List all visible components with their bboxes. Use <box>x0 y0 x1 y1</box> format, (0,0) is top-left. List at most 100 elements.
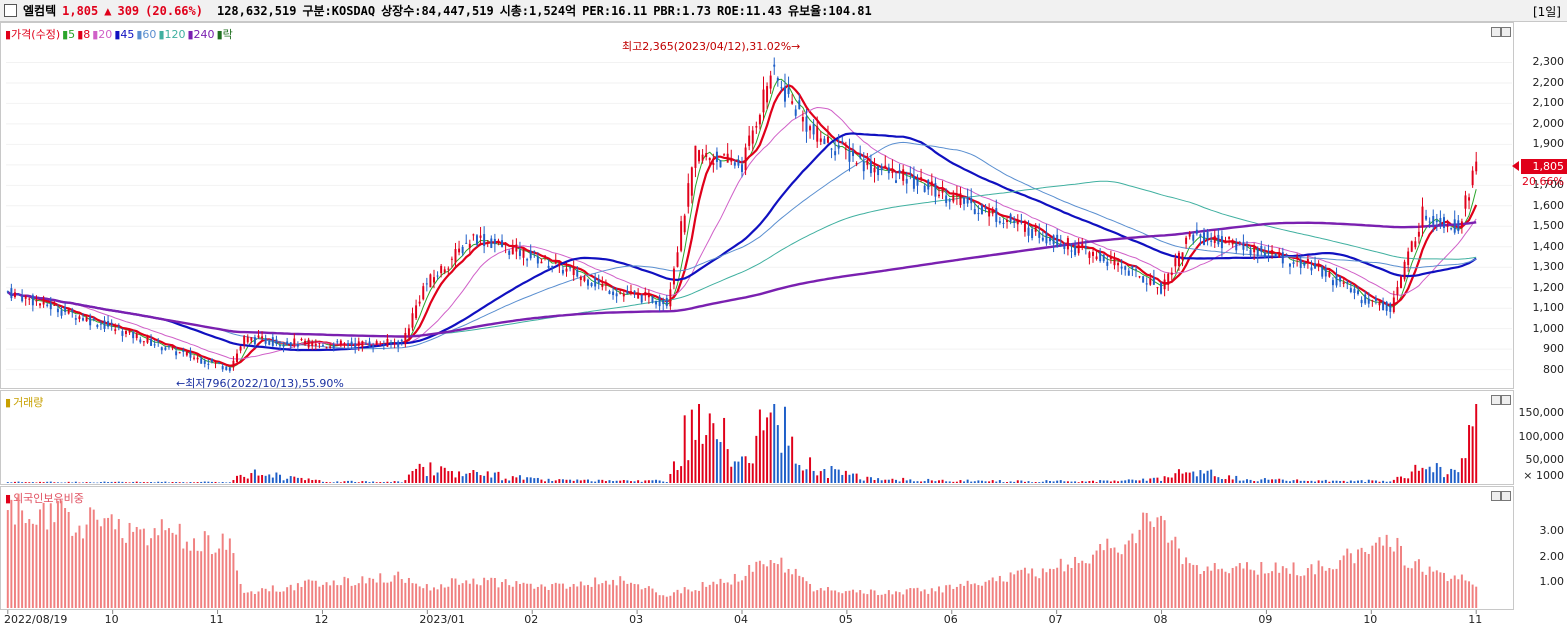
candle-body <box>343 343 346 345</box>
foreign-ratio-bar <box>887 590 890 608</box>
foreign-ratio-bar <box>1421 571 1424 608</box>
volume-bar <box>1306 481 1309 483</box>
foreign-ratio-bar <box>436 589 439 608</box>
stock-name[interactable]: 엘컴텍 <box>23 4 57 18</box>
pane-minimize-icon[interactable] <box>1491 491 1501 501</box>
volume-bar <box>386 481 389 483</box>
candle-body <box>1349 288 1352 293</box>
foreign-ratio-bar <box>776 564 779 608</box>
pane-close-icon[interactable] <box>1501 395 1511 405</box>
candle-body <box>458 248 461 253</box>
foreign-ratio-bar <box>1063 571 1066 608</box>
candle-body <box>124 330 127 335</box>
volume-bar <box>508 480 511 483</box>
candle-body <box>1403 261 1406 280</box>
legend-item[interactable]: ▮락 <box>216 28 233 41</box>
candle-body <box>214 362 217 364</box>
candle-body <box>13 292 16 298</box>
volume-bar <box>830 466 833 483</box>
volume-bar <box>1324 479 1327 483</box>
candle-body <box>923 185 926 192</box>
volume-bar <box>884 479 887 483</box>
volume-bar <box>203 481 206 483</box>
volume-bar <box>78 482 81 484</box>
foreign-ratio-bar <box>128 522 131 608</box>
volume-bar <box>655 479 658 483</box>
candle-body <box>1407 251 1410 265</box>
volume-bar <box>973 481 976 483</box>
volume-bar <box>85 482 88 483</box>
x-axis-label: 09 <box>1258 613 1273 626</box>
volume-bar <box>1228 475 1231 483</box>
candle-body <box>239 346 242 351</box>
foreign-ratio-bar <box>450 578 453 608</box>
foreign-ratio-bar <box>891 594 894 608</box>
foreign-ratio-bar <box>1052 569 1055 608</box>
period-selector[interactable]: [1일] <box>1532 5 1561 19</box>
volume-bar <box>153 482 156 483</box>
volume-bar <box>905 480 908 483</box>
candle-body <box>1192 234 1195 241</box>
volume-bar <box>71 482 74 483</box>
foreign-ratio-bar <box>236 570 238 608</box>
foreign-ratio-bar <box>715 584 718 608</box>
foreign-ratio-bar <box>200 551 203 608</box>
foreign-ratio-bar <box>1160 515 1163 608</box>
foreign-ratio-bar <box>672 592 675 608</box>
foreign-ratio-bar <box>400 579 403 608</box>
foreign-ratio-bar <box>1249 569 1252 608</box>
candle-body <box>1117 262 1120 266</box>
select-checkbox[interactable] <box>4 4 17 17</box>
volume-bar <box>311 480 314 483</box>
pane-close-icon[interactable] <box>1501 27 1511 37</box>
legend-item[interactable]: ▮240 <box>187 28 215 41</box>
volume-bar <box>572 480 575 483</box>
candle-body <box>1041 237 1044 241</box>
pane-minimize-icon[interactable] <box>1491 395 1501 405</box>
pane-close-icon[interactable] <box>1501 491 1511 501</box>
foreign-ratio-bar <box>264 588 267 608</box>
foreign-ratio-bar <box>558 583 561 608</box>
candle-body <box>723 154 726 156</box>
volume-bar <box>1310 480 1313 483</box>
foreign-ratio-bar <box>791 574 794 608</box>
price-legend: ▮가격(수정) ▮5 ▮8 ▮20 ▮45 ▮60 ▮120 ▮240 ▮락 <box>5 26 235 42</box>
volume-bar <box>1034 482 1037 483</box>
legend-item[interactable]: ▮120 <box>158 28 186 41</box>
foreign-ratio-bar <box>1049 568 1051 608</box>
foreign-ratio-bar <box>1217 569 1220 608</box>
candle-body <box>934 183 937 197</box>
candle-body <box>1374 297 1377 301</box>
volume-bar <box>160 481 163 483</box>
volume-bar <box>565 479 568 483</box>
foreign-ratio-bar <box>819 588 822 608</box>
foreign-ratio-bar <box>812 591 815 608</box>
pane-minimize-icon[interactable] <box>1491 27 1501 37</box>
legend-item[interactable]: ▮5 <box>62 28 76 41</box>
candle-body <box>1063 245 1066 250</box>
candle-body <box>379 344 382 346</box>
legend-item[interactable]: ▮45 <box>114 28 135 41</box>
axis-tick-label: 1,600 <box>1532 198 1565 212</box>
foreign-ratio-bar <box>547 589 550 608</box>
candle-body <box>551 265 554 267</box>
foreign-ratio-bar <box>415 583 418 608</box>
legend-item[interactable]: ▮60 <box>136 28 157 41</box>
volume-bar <box>1038 482 1041 483</box>
legend-item[interactable]: ▮가격(수정) <box>5 28 61 41</box>
legend-item[interactable]: ▮20 <box>92 28 113 41</box>
candle-body <box>977 212 980 215</box>
candle-body <box>783 86 786 102</box>
candle-body <box>404 332 407 345</box>
candle-body <box>35 300 38 302</box>
foreign-ratio-bar <box>124 542 127 608</box>
foreign-ratio-bar <box>279 591 281 608</box>
legend-item[interactable]: ▮8 <box>77 28 91 41</box>
candle-body <box>726 153 729 163</box>
foreign-ratio-bar <box>185 541 188 608</box>
candle-body <box>544 255 547 257</box>
foreign-ratio-bar <box>375 582 378 608</box>
volume-bar <box>304 480 307 483</box>
foreign-ratio-bar <box>508 585 511 608</box>
foreign-ratio-bar <box>1041 568 1044 608</box>
